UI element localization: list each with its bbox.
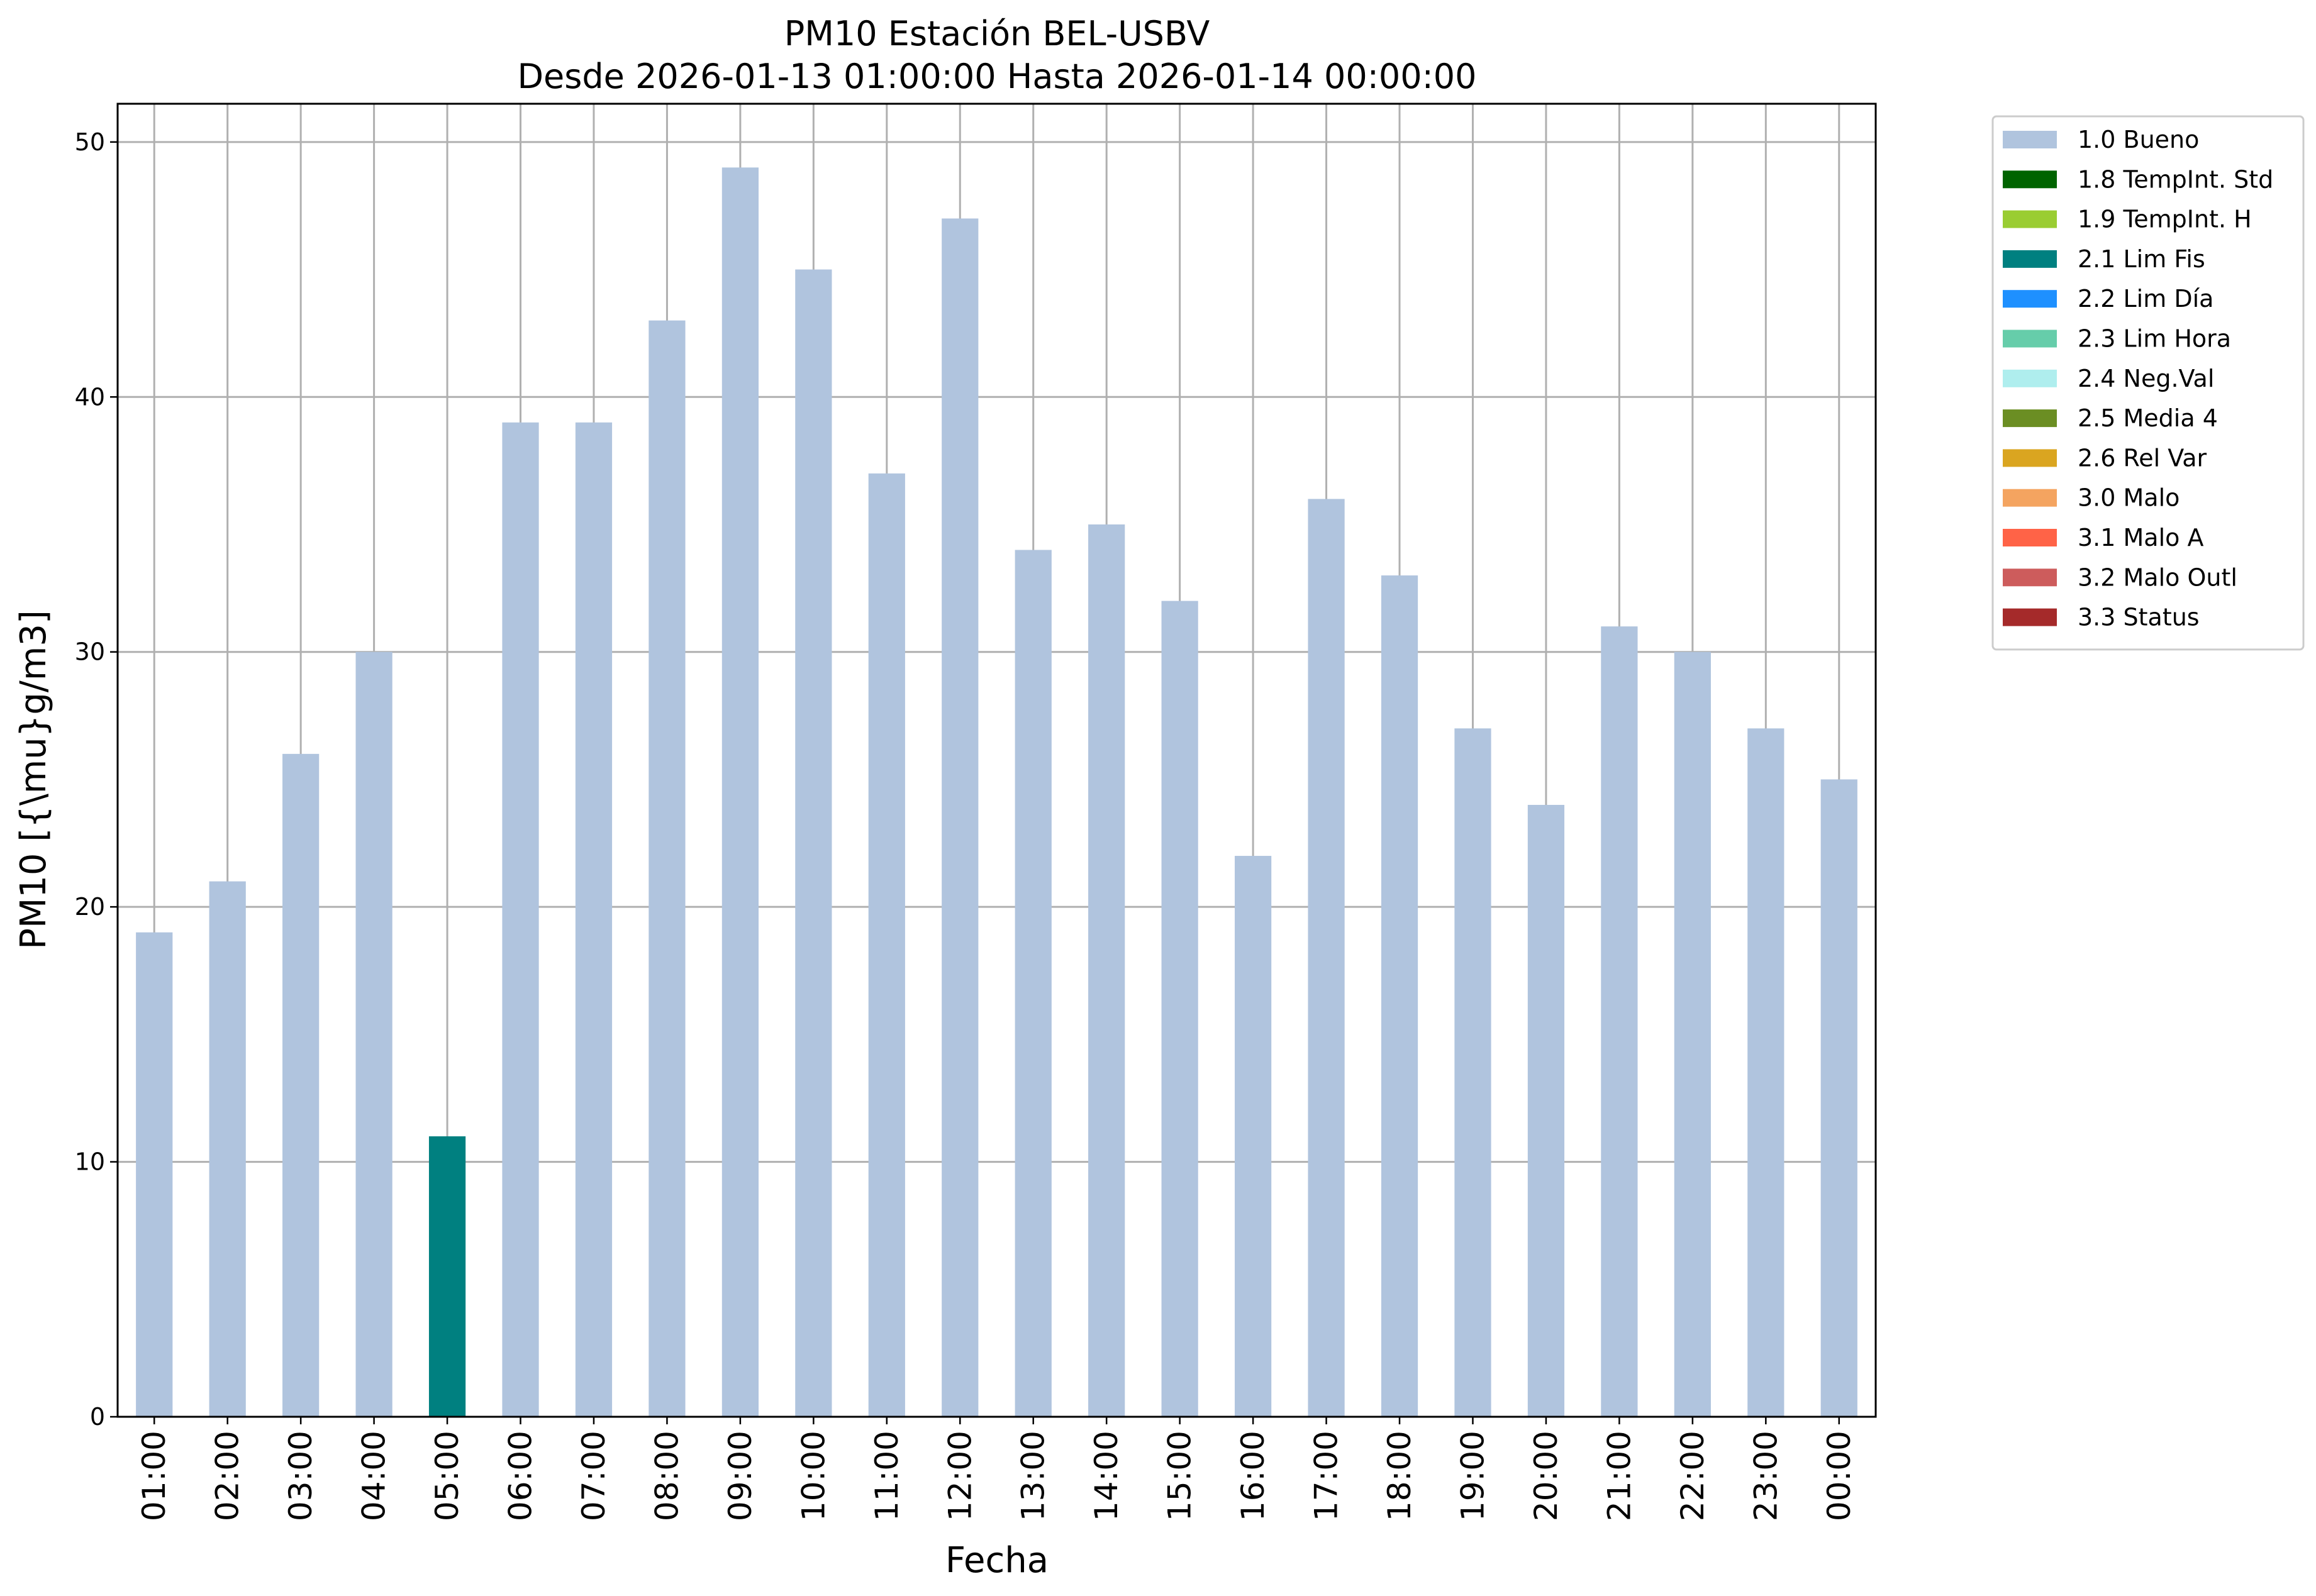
x-tick-label: 00:00 xyxy=(1821,1431,1857,1521)
legend-frame xyxy=(1991,115,2305,651)
x-tick-label: 05:00 xyxy=(429,1431,465,1521)
x-axis-label: Fecha xyxy=(945,1540,1049,1581)
legend-label: 1.9 TempInt. H xyxy=(2078,206,2252,233)
bar-0200 xyxy=(209,881,246,1417)
x-tick-label: 13:00 xyxy=(1015,1431,1052,1521)
legend-swatch xyxy=(2003,330,2057,348)
x-tick-label: 16:00 xyxy=(1235,1431,1271,1521)
bar-2100 xyxy=(1601,626,1638,1417)
bar-0700 xyxy=(575,422,613,1417)
x-tick-label: 10:00 xyxy=(795,1431,832,1521)
x-tick-label: 02:00 xyxy=(209,1431,246,1521)
bar-1500 xyxy=(1161,601,1198,1417)
x-tick-label: 09:00 xyxy=(722,1431,759,1521)
bar-0500 xyxy=(428,1136,466,1417)
y-tick-label: 50 xyxy=(75,128,105,156)
legend-swatch xyxy=(2003,170,2057,189)
bar-0000 xyxy=(1820,779,1857,1417)
legend-swatch xyxy=(2003,449,2057,467)
x-tick-label: 12:00 xyxy=(942,1431,978,1521)
legend-label: 2.5 Media 4 xyxy=(2078,404,2218,432)
chart-subtitle: Desde 2026-01-13 01:00:00 Hasta 2026-01-… xyxy=(517,57,1476,96)
x-tick-label: 08:00 xyxy=(649,1431,685,1521)
y-tick-label: 0 xyxy=(90,1403,105,1431)
legend-label: 2.2 Lim Día xyxy=(2078,285,2213,313)
bar-1100 xyxy=(868,473,905,1417)
legend-swatch xyxy=(2003,210,2057,228)
legend-swatch xyxy=(2003,290,2057,308)
bar-1800 xyxy=(1381,575,1418,1417)
plot-frame xyxy=(116,103,1877,1418)
y-axis-label: PM10 [{\mu}g/m3] xyxy=(13,610,54,950)
legend-label: 2.6 Rel Var xyxy=(2078,444,2207,472)
x-tick-label: 14:00 xyxy=(1088,1431,1125,1521)
legend: 1.0 Bueno 1.8 TempInt. Std 1.9 TempInt. H 2… xyxy=(1991,115,2305,651)
legend-label: 2.3 Lim Hora xyxy=(2078,325,2231,353)
legend-label: 2.4 Neg.Val xyxy=(2078,365,2214,392)
x-axis-ticks: 01:00 02:00 03:00 04:00 05:00 06:00 07:00 08:00… xyxy=(136,1417,1857,1521)
x-tick-label: 20:00 xyxy=(1528,1431,1564,1521)
x-tick-label: 04:00 xyxy=(356,1431,392,1521)
legend-swatch xyxy=(2003,369,2057,387)
y-tick-label: 30 xyxy=(75,638,105,666)
y-tick-label: 40 xyxy=(75,383,105,411)
bar-1300 xyxy=(1015,550,1052,1417)
legend-swatch xyxy=(2003,608,2057,626)
bar-0800 xyxy=(649,320,686,1417)
x-tick-label: 23:00 xyxy=(1747,1431,1784,1521)
bar-1700 xyxy=(1308,499,1345,1417)
bar-2000 xyxy=(1527,804,1565,1417)
bar-0100 xyxy=(136,932,173,1417)
y-tick-label: 20 xyxy=(75,893,105,921)
bar-1600 xyxy=(1234,856,1272,1417)
x-tick-label: 06:00 xyxy=(503,1431,539,1521)
legend-label: 2.1 Lim Fis xyxy=(2078,245,2205,273)
legend-swatch xyxy=(2003,529,2057,546)
legend-label: 3.0 Malo xyxy=(2078,484,2180,512)
bar-1000 xyxy=(795,269,832,1417)
x-tick-label: 22:00 xyxy=(1674,1431,1711,1521)
x-tick-label: 21:00 xyxy=(1601,1431,1637,1521)
legend-swatch xyxy=(2003,568,2057,587)
bar-1200 xyxy=(942,218,979,1417)
x-tick-label: 07:00 xyxy=(576,1431,612,1521)
bar-1900 xyxy=(1454,728,1491,1417)
x-tick-label: 11:00 xyxy=(869,1431,905,1521)
bar-1400 xyxy=(1088,524,1125,1417)
legend-label: 3.3 Status xyxy=(2078,604,2200,631)
legend-swatch xyxy=(2003,489,2057,507)
bar-0300 xyxy=(282,753,320,1417)
x-tick-label: 15:00 xyxy=(1162,1431,1198,1521)
legend-swatch xyxy=(2003,131,2057,148)
chart-title: PM10 Estación BEL-USBV xyxy=(784,14,1210,53)
x-tick-label: 17:00 xyxy=(1308,1431,1345,1521)
legend-label: 1.0 Bueno xyxy=(2078,126,2199,153)
bar-0600 xyxy=(502,422,539,1417)
x-tick-label: 01:00 xyxy=(136,1431,172,1521)
y-axis-ticks: 0 10 20 30 40 50 xyxy=(75,128,118,1431)
bars xyxy=(136,167,1857,1417)
x-tick-label: 03:00 xyxy=(282,1431,319,1521)
bar-2300 xyxy=(1747,728,1784,1417)
legend-label: 3.2 Malo Outl xyxy=(2078,563,2237,591)
bar-0400 xyxy=(355,651,392,1417)
bar-0900 xyxy=(721,167,759,1417)
x-tick-label: 19:00 xyxy=(1454,1431,1491,1521)
legend-label: 1.8 TempInt. Std xyxy=(2078,165,2273,193)
legend-swatch xyxy=(2003,250,2057,268)
y-tick-label: 10 xyxy=(75,1148,105,1176)
bar-2200 xyxy=(1674,651,1711,1417)
legend-label: 3.1 Malo A xyxy=(2078,524,2203,551)
legend-swatch xyxy=(2003,409,2057,428)
x-tick-label: 18:00 xyxy=(1381,1431,1418,1521)
